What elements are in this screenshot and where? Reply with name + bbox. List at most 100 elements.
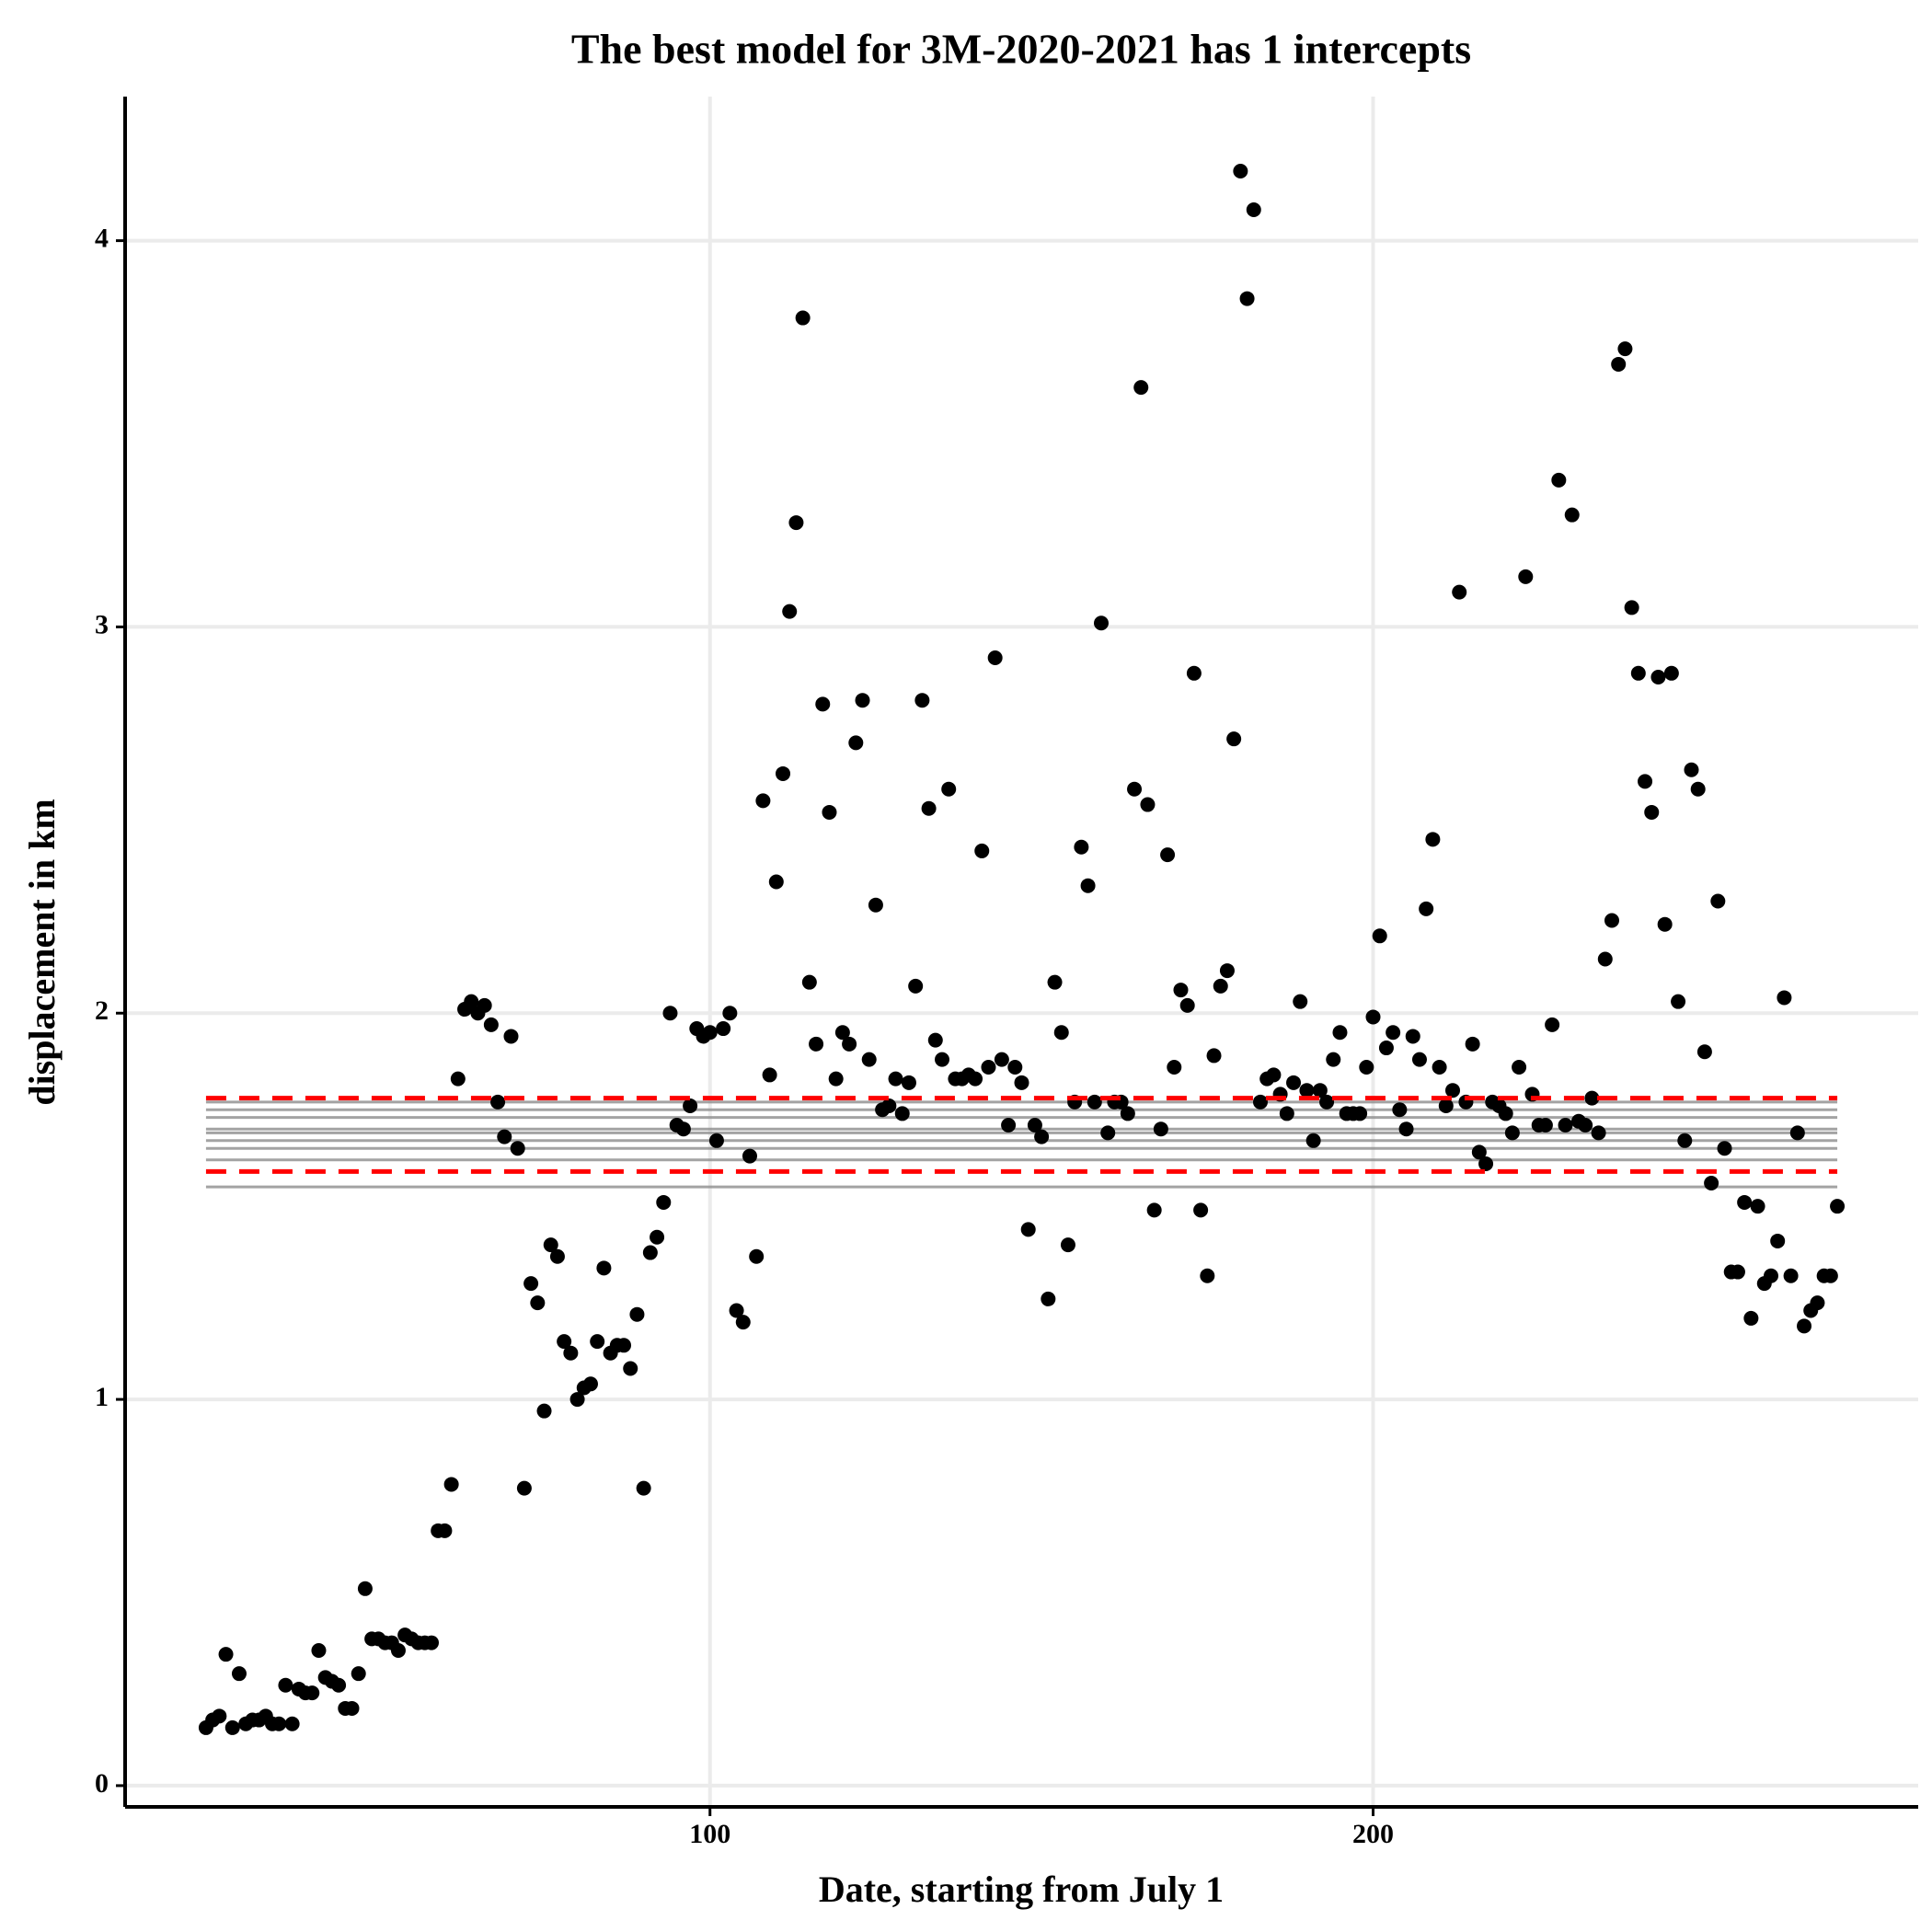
point	[623, 1361, 638, 1376]
point	[650, 1229, 665, 1245]
point	[1471, 1144, 1487, 1160]
point	[1617, 341, 1633, 357]
point	[1239, 291, 1255, 306]
point	[424, 1635, 440, 1650]
point	[563, 1345, 579, 1361]
point	[1551, 472, 1567, 488]
point	[311, 1642, 327, 1658]
point	[231, 1666, 247, 1682]
point	[1671, 994, 1686, 1009]
point	[1047, 974, 1063, 990]
point	[557, 1334, 572, 1350]
point	[1140, 797, 1156, 812]
point	[776, 765, 791, 781]
point	[1465, 1036, 1480, 1052]
point	[1246, 202, 1261, 218]
point	[1233, 164, 1248, 179]
point	[921, 800, 937, 816]
point	[636, 1480, 651, 1496]
point	[1007, 1060, 1023, 1075]
point	[1810, 1295, 1825, 1311]
point	[702, 1025, 718, 1041]
point	[1332, 1025, 1348, 1041]
y-axis-label: displacement in km	[21, 799, 63, 1105]
chart-title: The best model for 3M-2020-2021 has 1 in…	[571, 26, 1471, 73]
point	[543, 1237, 558, 1253]
point	[357, 1581, 373, 1596]
point	[1663, 665, 1679, 681]
point	[742, 1148, 757, 1164]
point	[549, 1248, 565, 1264]
point	[224, 1719, 240, 1735]
point	[1398, 1121, 1414, 1137]
point	[1041, 1291, 1056, 1306]
point	[1770, 1233, 1786, 1248]
point	[935, 1052, 950, 1067]
point	[1630, 665, 1646, 681]
point	[708, 1133, 724, 1148]
point	[344, 1700, 360, 1716]
point	[994, 1052, 1009, 1067]
point	[1179, 997, 1195, 1013]
point	[1266, 1067, 1282, 1083]
point	[278, 1677, 293, 1693]
point	[1392, 1102, 1408, 1118]
point	[1319, 1094, 1335, 1110]
point	[569, 1392, 585, 1408]
point	[881, 1098, 897, 1114]
point	[443, 1477, 459, 1492]
point	[1252, 1094, 1268, 1110]
point	[1783, 1268, 1799, 1283]
point	[1452, 584, 1467, 600]
point	[1100, 1125, 1116, 1141]
point	[768, 874, 784, 890]
point	[1060, 1237, 1075, 1253]
point	[1200, 1268, 1215, 1283]
point	[1797, 1318, 1812, 1334]
point	[901, 1075, 916, 1090]
point	[1696, 1044, 1712, 1060]
point	[842, 1036, 857, 1052]
point	[914, 693, 930, 708]
point	[1186, 665, 1202, 681]
point	[1604, 913, 1619, 928]
point	[861, 1052, 877, 1067]
x-tick-label: 200	[1352, 1819, 1394, 1849]
point	[1591, 1125, 1606, 1141]
point	[1206, 1048, 1222, 1064]
point	[735, 1315, 751, 1330]
point	[596, 1260, 612, 1276]
point	[1153, 1121, 1168, 1137]
point	[1014, 1075, 1029, 1090]
point	[1777, 990, 1792, 1006]
point	[1305, 1133, 1321, 1148]
point	[1763, 1268, 1778, 1283]
point	[894, 1106, 910, 1121]
point	[795, 310, 811, 326]
point	[1518, 569, 1534, 584]
point	[1219, 963, 1235, 979]
point	[271, 1716, 287, 1731]
point	[1684, 762, 1699, 777]
point	[1830, 1199, 1846, 1214]
point	[477, 997, 492, 1013]
point	[1644, 804, 1660, 820]
point	[1597, 951, 1613, 967]
point	[450, 1071, 466, 1087]
point	[351, 1666, 366, 1682]
y-tick-label: 2	[95, 995, 109, 1026]
point	[218, 1647, 234, 1662]
point	[1710, 893, 1726, 909]
point	[1537, 1118, 1553, 1133]
point	[1584, 1090, 1600, 1106]
point	[1558, 1118, 1573, 1133]
point	[1226, 731, 1242, 747]
point	[1789, 1125, 1805, 1141]
point	[834, 1025, 850, 1041]
point	[788, 515, 804, 531]
point	[483, 1017, 499, 1032]
point	[1419, 901, 1434, 916]
point	[1001, 1118, 1017, 1133]
